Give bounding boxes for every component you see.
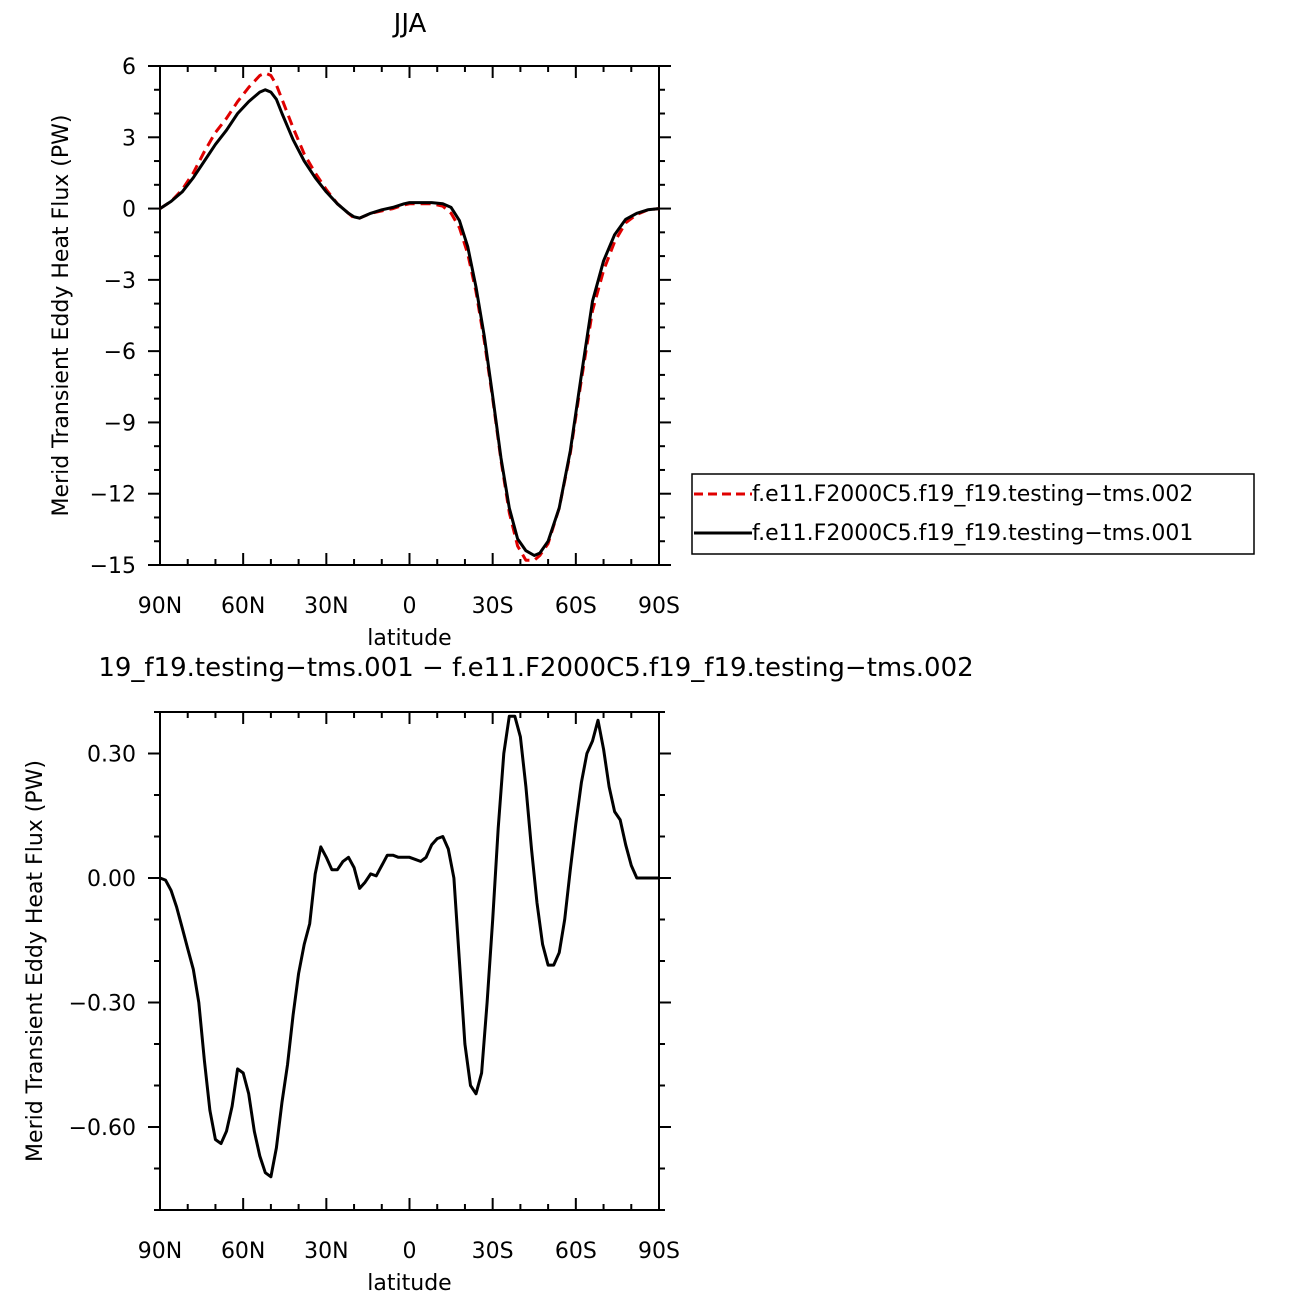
y-axis-label: Merid Transient Eddy Heat Flux (PW): [49, 115, 74, 517]
y-tick-label: 0: [122, 198, 136, 223]
bottom-panel-difference: 19_f19.testing−tms.001 − f.e11.F2000C5.f…: [23, 653, 974, 1296]
plot-frame: [159, 711, 660, 1211]
x-axis-label: latitude: [367, 626, 451, 651]
x-tick-label: 60S: [555, 594, 597, 619]
y-tick-label: 3: [122, 126, 136, 151]
series-line-2: [159, 88, 660, 557]
y-tick-label: −12: [90, 483, 136, 508]
x-tick-label: 60S: [555, 1239, 597, 1264]
x-tick-label: 30N: [304, 1239, 348, 1264]
legend-label-series-1: f.e11.F2000C5.f19_f19.testing−tms.002: [752, 482, 1193, 507]
chart-title: 19_f19.testing−tms.001 − f.e11.F2000C5.f…: [98, 653, 973, 683]
series-line-1: [159, 714, 659, 1179]
y-tick-label: 0.30: [87, 743, 136, 768]
legend-box: [691, 473, 1255, 555]
y-tick-label: −3: [104, 269, 136, 294]
x-tick-label: 0: [403, 1239, 417, 1264]
x-tick-label: 30S: [472, 594, 514, 619]
x-tick-label: 90S: [638, 594, 680, 619]
x-tick-label: 60N: [221, 594, 265, 619]
legend-label-series-2: f.e11.F2000C5.f19_f19.testing−tms.001: [752, 521, 1193, 546]
x-tick-label: 60N: [221, 1239, 265, 1264]
x-tick-label: 30S: [472, 1239, 514, 1264]
plot-frame: [159, 65, 660, 566]
x-tick-label: 30N: [304, 594, 348, 619]
y-tick-label: −15: [90, 554, 136, 579]
x-tick-label: 90S: [638, 1239, 680, 1264]
y-axis-label: Merid Transient Eddy Heat Flux (PW): [23, 760, 48, 1162]
y-tick-label: −0.30: [69, 992, 136, 1017]
series-line-1: [159, 71, 660, 562]
y-tick-label: 6: [122, 55, 136, 80]
y-tick-label: −6: [104, 340, 136, 365]
y-tick-label: 0.00: [87, 867, 136, 892]
top-panel-jja: JJA 90N 60N 30N 0 30S 60S 90S 6 3 0 −3 −6 −9 −12 −15 lat…: [49, 9, 680, 651]
x-tick-label: 90N: [138, 594, 182, 619]
y-tick-label: −9: [104, 411, 136, 436]
x-axis-label: latitude: [367, 1271, 451, 1296]
x-tick-label: 0: [403, 594, 417, 619]
y-tick-label: −0.60: [69, 1116, 136, 1141]
chart-title: JJA: [392, 9, 427, 39]
legend: f.e11.F2000C5.f19_f19.testing−tms.002 f.…: [691, 473, 1255, 555]
x-tick-label: 90N: [138, 1239, 182, 1264]
